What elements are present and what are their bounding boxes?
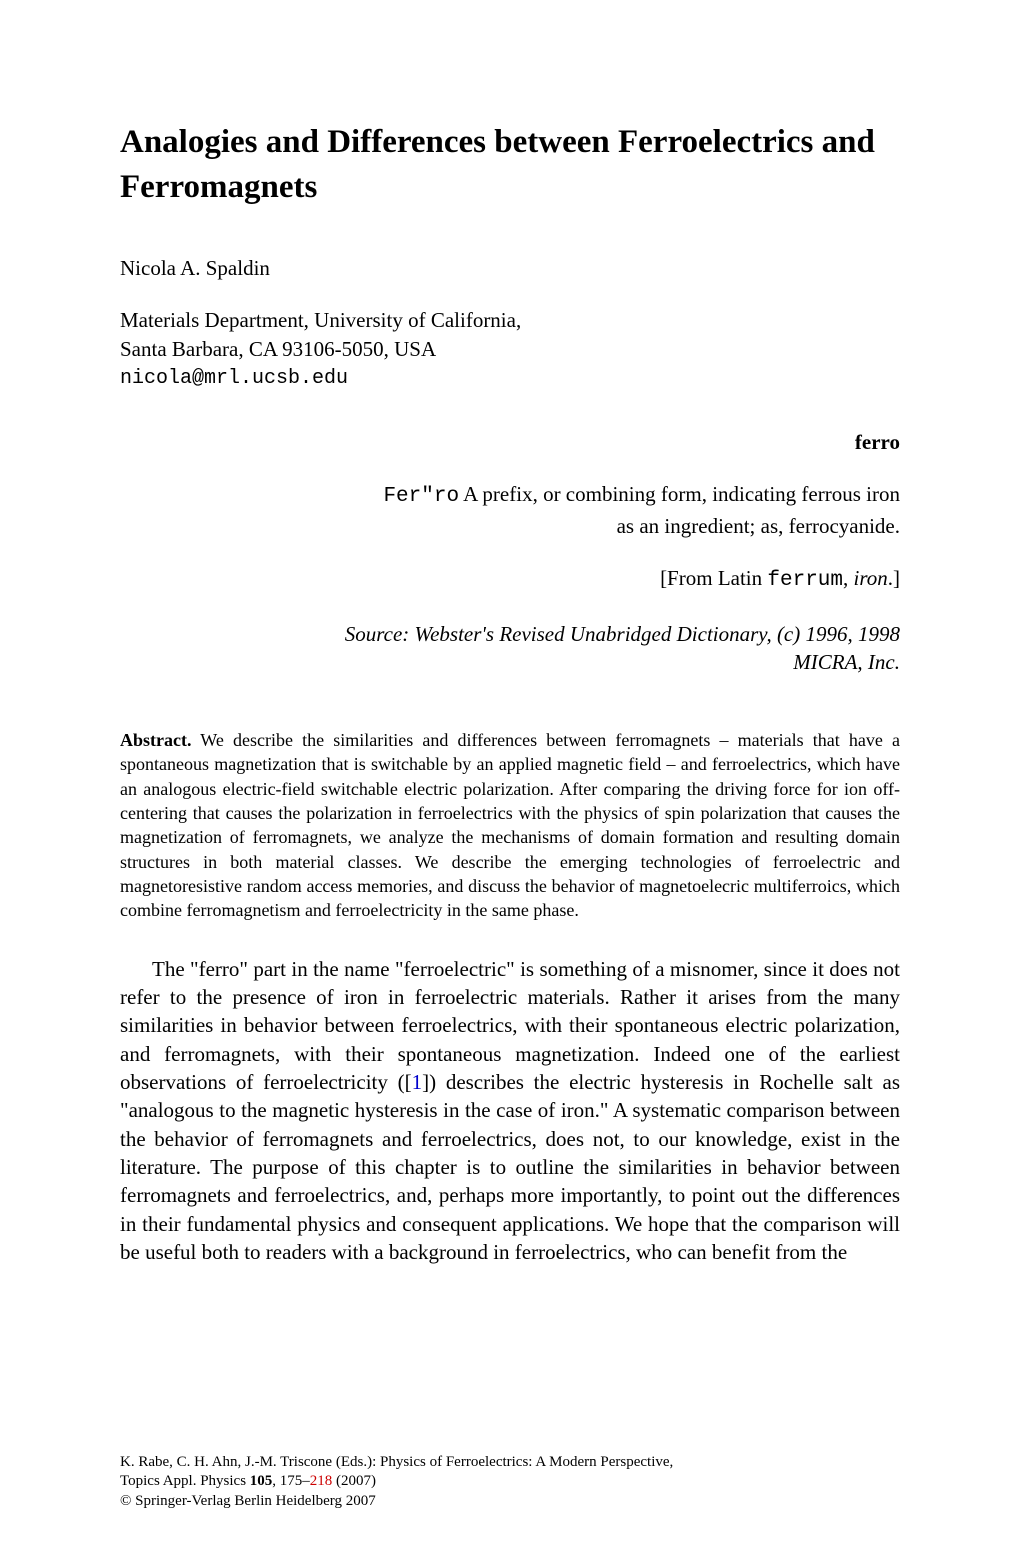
footer-block: K. Rabe, C. H. Ahn, J.-M. Triscone (Eds.… xyxy=(120,1453,900,1512)
affiliation-line-2: Santa Barbara, CA 93106-5050, USA xyxy=(120,335,900,363)
reference-link-1[interactable]: 1 xyxy=(412,1070,423,1094)
ferro-latin-comma: , xyxy=(843,566,854,590)
ferro-source: Source: Webster's Revised Unabridged Dic… xyxy=(340,620,900,677)
abstract-block: Abstract. We describe the similarities a… xyxy=(120,728,900,922)
footer-pages-b: (2007) xyxy=(332,1473,376,1489)
ferro-latin-close: .] xyxy=(888,566,900,590)
copyright-icon: © xyxy=(120,1493,131,1509)
footer-volume: 105 xyxy=(250,1473,273,1489)
footer-line-2: Topics Appl. Physics 105, 175–218 (2007) xyxy=(120,1472,900,1492)
affiliation-block: Materials Department, University of Cali… xyxy=(120,306,900,392)
ferro-def-text: A prefix, or combining form, indicating … xyxy=(459,482,900,537)
ferro-latin-italic: iron xyxy=(854,566,888,590)
ferro-source-text: Source: Webster's Revised Unabridged Dic… xyxy=(345,622,900,674)
author-email: nicola@mrl.ucsb.edu xyxy=(120,365,900,392)
ferro-definition: Fer"ro A prefix, or combining form, indi… xyxy=(370,480,900,540)
ferro-latin-open: [From Latin xyxy=(660,566,767,590)
affiliation-line-1: Materials Department, University of Cali… xyxy=(120,306,900,334)
abstract-label: Abstract. xyxy=(120,730,191,750)
footer-copyright-text: Springer-Verlag Berlin Heidelberg 2007 xyxy=(131,1493,375,1509)
ferro-etymology: [From Latin ferrum, iron.] xyxy=(120,564,900,595)
ferro-latin-mono: ferrum xyxy=(767,569,843,592)
paper-title: Analogies and Differences between Ferroe… xyxy=(120,120,900,209)
author-name: Nicola A. Spaldin xyxy=(120,254,900,282)
body-part-2: ]) describes the electric hysteresis in … xyxy=(120,1070,900,1264)
footer-line-3: © Springer-Verlag Berlin Heidelberg 2007 xyxy=(120,1492,900,1512)
footer-pages-a: , 175– xyxy=(272,1473,310,1489)
footer-series: Topics Appl. Physics xyxy=(120,1473,250,1489)
body-paragraph: The "ferro" part in the name "ferroelect… xyxy=(120,955,900,1267)
footer-line-1: K. Rabe, C. H. Ahn, J.-M. Triscone (Eds.… xyxy=(120,1453,900,1473)
footer-pages-end[interactable]: 218 xyxy=(310,1473,333,1489)
ferro-def-prefix: Fer"ro xyxy=(383,485,459,508)
abstract-text: We describe the similarities and differe… xyxy=(120,730,900,920)
ferro-heading: ferro xyxy=(120,428,900,456)
